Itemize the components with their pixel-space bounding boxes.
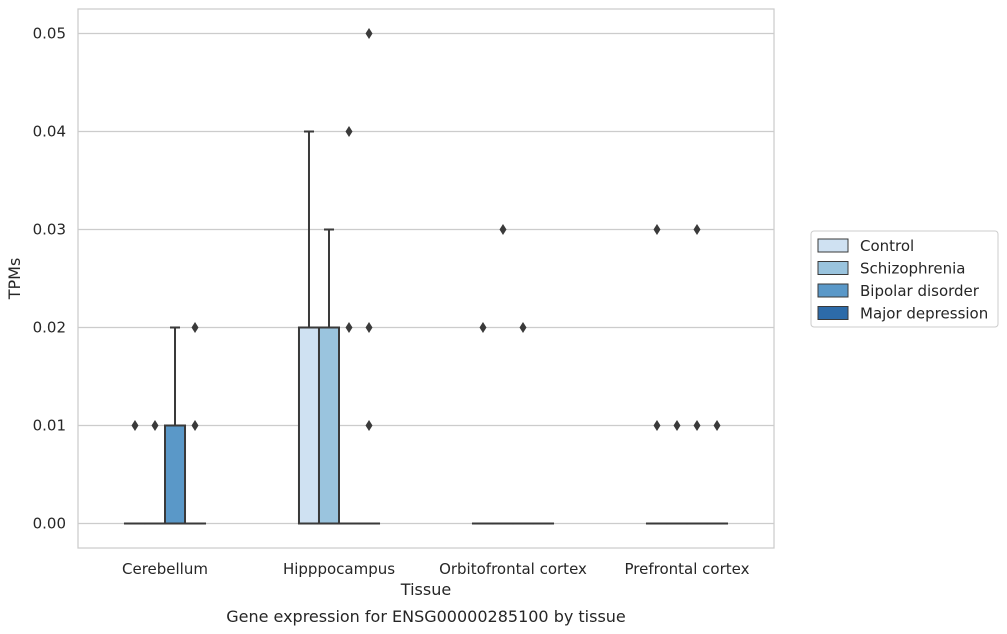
box-major-depression <box>707 420 727 524</box>
x-tick-label: Orbitofrontal cortex <box>439 560 587 578</box>
box-bipolar-disorder <box>339 126 359 524</box>
legend-item: Major depression <box>818 305 988 323</box>
outlier-point <box>192 322 199 333</box>
box-body <box>319 328 339 524</box>
legend-item: Control <box>818 237 914 255</box>
box-schizophrenia <box>319 230 339 524</box>
y-tick-label: 0.04 <box>33 123 66 141</box>
outlier-point <box>479 322 486 333</box>
outlier-point <box>346 322 353 333</box>
y-axis-label: TPMs <box>5 258 24 301</box>
x-tick-label: Cerebellum <box>122 560 208 578</box>
outlier-point <box>673 420 680 431</box>
legend-label: Control <box>860 237 914 255</box>
box-bipolar-disorder <box>687 224 707 524</box>
outlier-point <box>694 224 701 235</box>
box-control <box>125 420 145 524</box>
legend-swatch <box>818 307 848 320</box>
outlier-point <box>714 420 721 431</box>
legend-swatch <box>818 284 848 297</box>
box-control <box>473 322 493 524</box>
outlier-point <box>520 322 527 333</box>
outlier-point <box>499 224 506 235</box>
box-schizophrenia <box>145 420 165 524</box>
y-tick-label: 0.01 <box>33 417 66 435</box>
outlier-point <box>653 224 660 235</box>
box-control <box>647 224 667 524</box>
legend-item: Bipolar disorder <box>818 282 980 300</box>
legend-label: Schizophrenia <box>860 260 965 278</box>
outlier-point <box>366 28 373 39</box>
box-major-depression <box>185 322 205 524</box>
y-tick-label: 0.05 <box>33 25 66 43</box>
x-tick-label: Prefrontal cortex <box>625 560 750 578</box>
legend-swatch <box>818 239 848 252</box>
y-tick-label: 0.03 <box>33 221 66 239</box>
outlier-point <box>366 420 373 431</box>
x-tick-label: Hipppocampus <box>283 560 395 578</box>
y-axis-ticks: 0.00 0.01 0.02 0.03 0.04 0.05 <box>33 25 66 533</box>
x-axis-ticks: Cerebellum Hipppocampus Orbitofrontal cort… <box>122 560 750 578</box>
y-tick-label: 0.02 <box>33 319 66 337</box>
y-tick-label: 0.00 <box>33 515 66 533</box>
box-control <box>299 132 319 524</box>
box-schizophrenia <box>667 420 687 524</box>
legend-label: Bipolar disorder <box>860 282 980 300</box>
legend-item: Schizophrenia <box>818 260 965 278</box>
x-axis-label: Tissue <box>400 580 451 599</box>
outlier-point <box>653 420 660 431</box>
outlier-point <box>131 420 138 431</box>
chart-caption: Gene expression for ENSG00000285100 by t… <box>226 607 626 626</box>
outlier-point <box>346 126 353 137</box>
outlier-point <box>192 420 199 431</box>
box-bipolar-disorder <box>165 328 185 524</box>
box-bipolar-disorder <box>513 322 533 524</box>
box-groups <box>125 28 727 524</box>
box-major-depression <box>359 28 379 524</box>
box-schizophrenia <box>493 224 513 524</box>
outlier-point <box>151 420 158 431</box>
outlier-point <box>694 420 701 431</box>
box-body <box>299 328 319 524</box>
legend: Control Schizophrenia Bipolar disorder Majo… <box>811 231 998 327</box>
tpm-boxplot-chart: 0.00 0.01 0.02 0.03 0.04 0.05 Cerebellum Hippp… <box>0 0 1007 634</box>
box-body <box>165 426 185 524</box>
outlier-point <box>366 322 373 333</box>
legend-label: Major depression <box>860 305 988 323</box>
legend-swatch <box>818 262 848 275</box>
